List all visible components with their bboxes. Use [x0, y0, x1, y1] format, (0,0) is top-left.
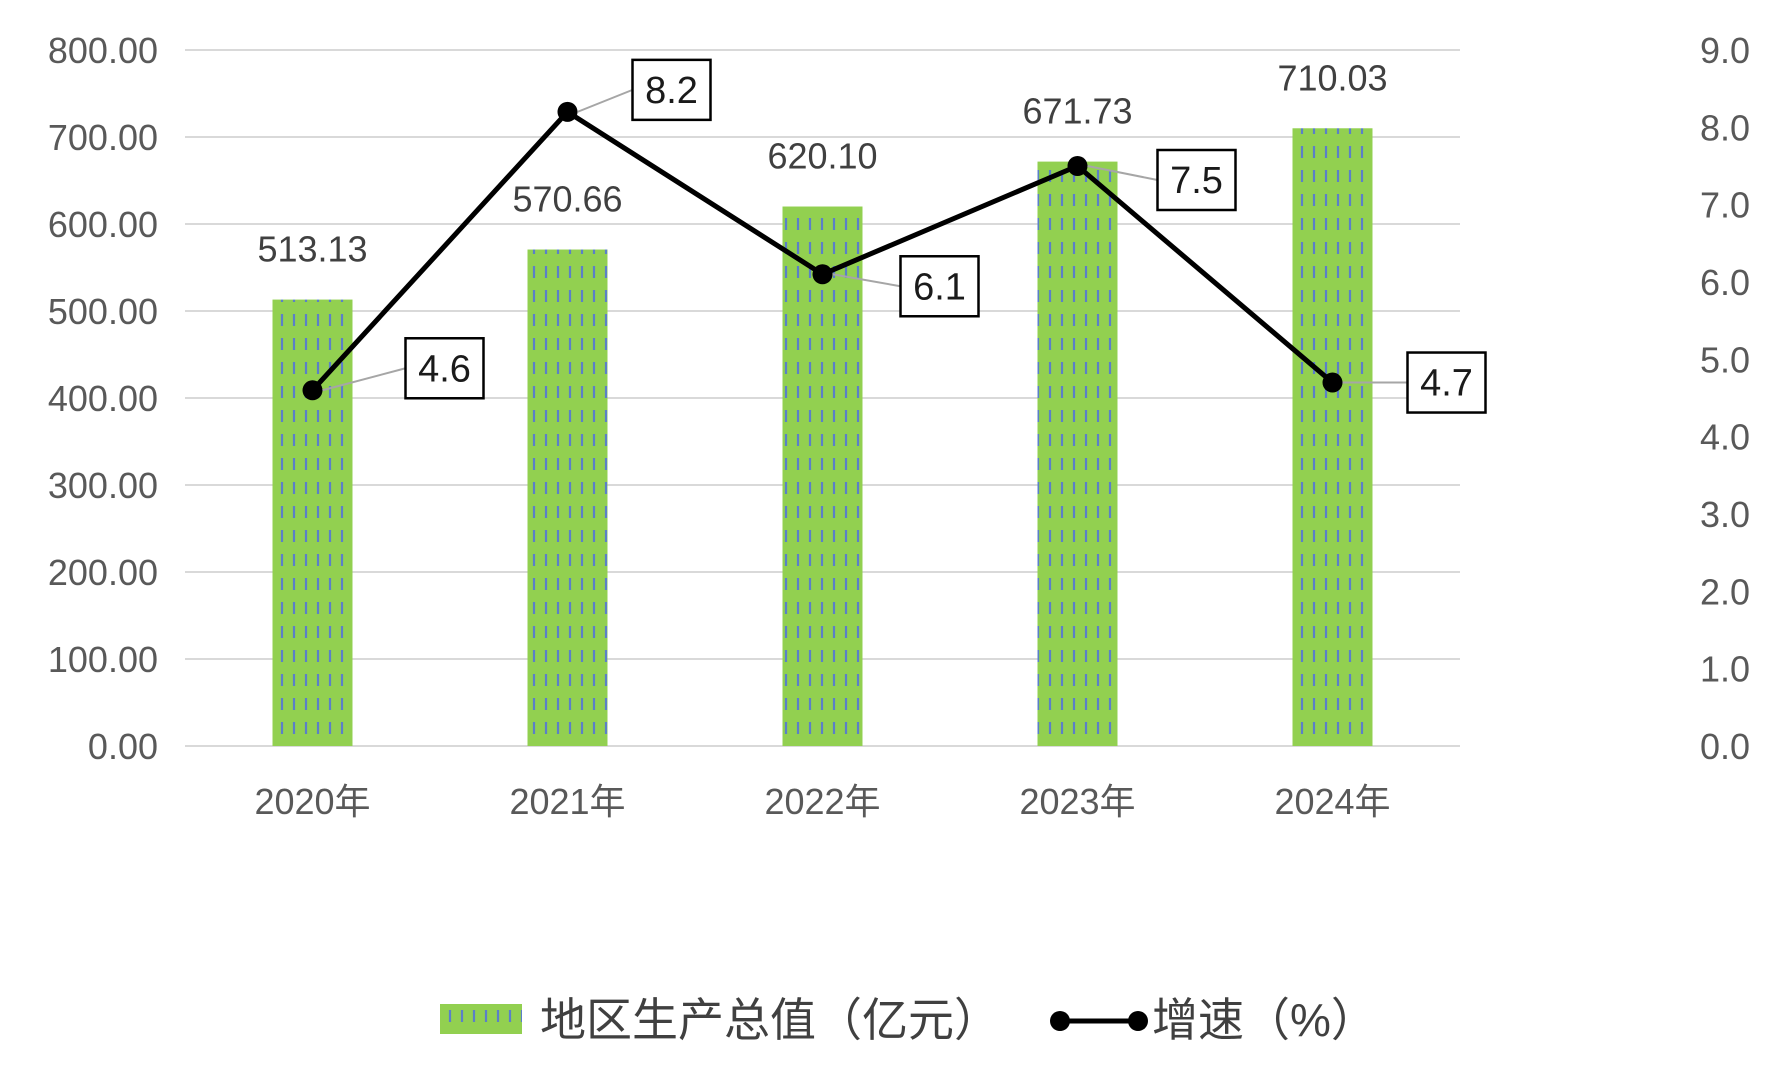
legend-bar-swatch: [440, 1004, 522, 1034]
x-tick-label: 2020年: [254, 781, 370, 822]
bar-value-label: 570.66: [512, 179, 622, 220]
y-left-tick-label: 0.00: [88, 726, 158, 767]
x-tick-label: 2023年: [1019, 781, 1135, 822]
bar: [527, 249, 608, 746]
y-right-tick-label: 0.0: [1700, 726, 1750, 767]
x-tick-label: 2022年: [764, 781, 880, 822]
callout-box: [1406, 351, 1487, 414]
line-value-label: 4.7: [1420, 363, 1473, 405]
y-right-tick-label: 1.0: [1700, 649, 1750, 690]
y-left-tick-label: 100.00: [48, 639, 158, 680]
legend-line-marker: [1050, 1011, 1070, 1031]
y-left-tick-label: 300.00: [48, 465, 158, 506]
bar-value-label: 710.03: [1277, 57, 1387, 98]
callout-leader-line: [832, 273, 901, 288]
y-left-tick-label: 200.00: [48, 552, 158, 593]
line-marker: [1067, 156, 1088, 176]
callout-box: [631, 58, 712, 122]
x-tick-label: 2021年: [509, 781, 625, 822]
line-value-label: 4.6: [418, 348, 471, 390]
x-tick-label: 2024年: [1274, 781, 1390, 822]
line-marker: [302, 380, 323, 401]
y-left-tick-label: 700.00: [48, 117, 158, 158]
bar-value-label: 513.13: [257, 229, 367, 270]
line-value-label: 6.1: [913, 266, 966, 308]
line-marker: [1322, 372, 1343, 393]
y-left-tick-label: 600.00: [48, 204, 158, 245]
y-right-tick-label: 8.0: [1700, 107, 1750, 148]
callout-leader-line: [1087, 165, 1158, 181]
line-value-label: 8.2: [645, 70, 698, 112]
callout-leader-line: [322, 367, 406, 392]
line-marker: [557, 101, 578, 122]
y-left-tick-label: 800.00: [48, 30, 158, 71]
line-value-label: 7.5: [1170, 160, 1223, 202]
bar-value-label: 671.73: [1022, 91, 1132, 132]
callout-box: [404, 337, 485, 400]
y-left-tick-label: 500.00: [48, 291, 158, 332]
y-right-tick-label: 6.0: [1700, 262, 1750, 303]
legend-label-growth: 增速（%）: [1152, 994, 1377, 1046]
line-marker: [812, 264, 833, 285]
y-right-tick-label: 7.0: [1700, 185, 1750, 226]
y-right-tick-label: 3.0: [1700, 494, 1750, 535]
bar: [272, 299, 353, 746]
bar: [1037, 161, 1118, 746]
callout-box: [899, 255, 980, 318]
callout-box: [1156, 148, 1237, 212]
callout-leader-line: [577, 88, 633, 113]
y-right-tick-label: 4.0: [1700, 417, 1750, 458]
bar-value-label: 620.10: [767, 136, 877, 177]
legend-line-marker: [1128, 1011, 1148, 1031]
y-right-tick-label: 2.0: [1700, 571, 1750, 612]
bar: [1292, 128, 1373, 746]
y-right-tick-label: 5.0: [1700, 339, 1750, 380]
bar: [782, 206, 863, 746]
y-left-tick-label: 400.00: [48, 378, 158, 419]
legend-label-gdp: 地区生产总值（亿元）: [540, 994, 1000, 1046]
y-right-tick-label: 9.0: [1700, 30, 1750, 71]
